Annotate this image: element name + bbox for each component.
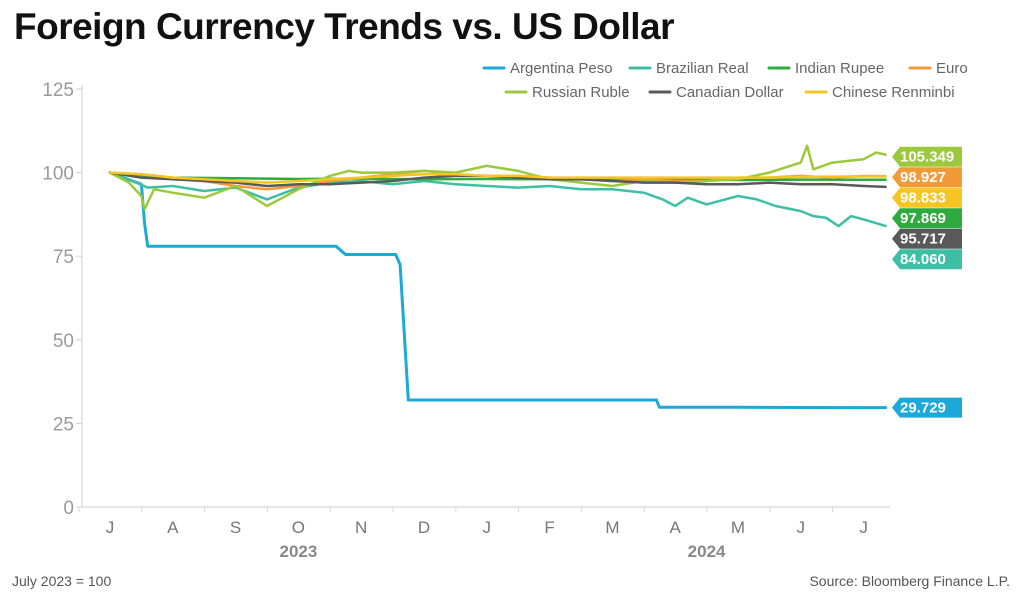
end-value-label: 95.717 (900, 231, 946, 248)
end-value-tag (892, 208, 962, 229)
x-tick-label: A (167, 518, 179, 537)
series-line (108, 144, 887, 211)
year-label: 2023 (279, 542, 317, 561)
end-value-label: 105.349 (900, 149, 954, 166)
x-tick-label: O (292, 518, 305, 537)
end-value-tag (892, 397, 962, 418)
y-tick-label: 50 (53, 331, 74, 352)
end-value-tag (892, 146, 962, 167)
x-tick-label: J (483, 518, 492, 537)
chart-title: Foreign Currency Trends vs. US Dollar (14, 6, 675, 47)
legend-label: Indian Rupee (795, 60, 884, 77)
end-value-tag (892, 249, 962, 270)
end-value-tag (892, 167, 962, 188)
end-value-label: 98.927 (900, 169, 946, 186)
series-line (108, 171, 887, 184)
y-tick-label: 75 (53, 247, 74, 268)
footnote-baseline: July 2023 = 100 (12, 573, 112, 589)
legend-label: Russian Ruble (532, 84, 630, 101)
legend-label: Euro (936, 60, 968, 77)
end-value-tag (892, 187, 962, 208)
legend-label: Chinese Renminbi (832, 84, 955, 101)
x-tick-label: J (859, 518, 868, 537)
x-tick-label: M (731, 518, 745, 537)
y-tick-label: 0 (63, 498, 74, 519)
end-value-label: 97.869 (900, 210, 946, 227)
year-label: 2024 (688, 542, 726, 561)
x-tick-label: M (605, 518, 619, 537)
y-tick-label: 100 (42, 164, 74, 185)
x-tick-label: S (230, 518, 241, 537)
x-tick-label: J (106, 518, 115, 537)
legend-label: Argentina Peso (510, 60, 613, 77)
end-value-tag (892, 228, 962, 249)
series-line (108, 171, 887, 182)
x-tick-label: A (670, 518, 682, 537)
y-tick-label: 25 (53, 414, 74, 435)
end-value-label: 98.833 (900, 190, 946, 207)
x-tick-label: D (418, 518, 430, 537)
end-value-label: 84.060 (900, 251, 946, 268)
x-tick-label: J (797, 518, 806, 537)
x-tick-label: F (544, 518, 554, 537)
legend-label: Brazilian Real (656, 60, 749, 77)
y-tick-label: 125 (42, 80, 74, 101)
footnote-source: Source: Bloomberg Finance L.P. (809, 573, 1010, 589)
end-value-label: 29.729 (900, 400, 946, 417)
x-tick-label: N (355, 518, 367, 537)
series-line (108, 171, 888, 410)
legend-label: Canadian Dollar (676, 84, 784, 101)
